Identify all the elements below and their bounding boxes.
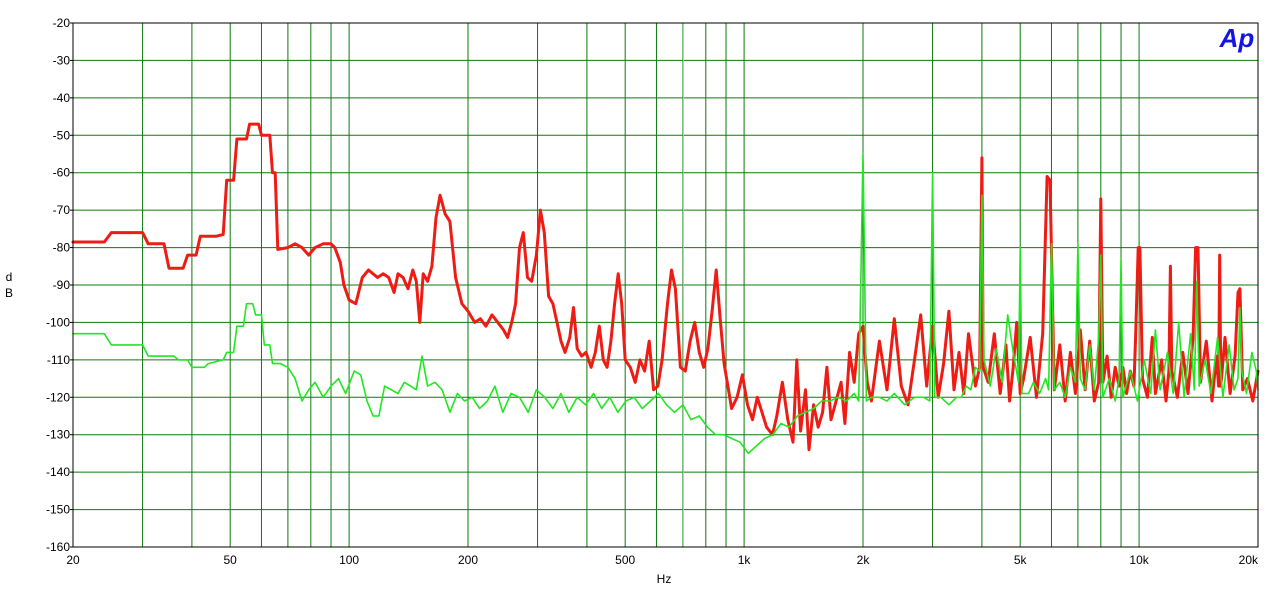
y-tick-label: -50 bbox=[53, 128, 71, 142]
x-tick-label: 20 bbox=[66, 553, 80, 567]
x-tick-label: 5k bbox=[1014, 553, 1028, 567]
series-group bbox=[71, 122, 1260, 455]
series-line-red bbox=[71, 122, 1260, 452]
x-tick-label: 10k bbox=[1129, 553, 1149, 567]
y-tick-label: -70 bbox=[53, 203, 71, 217]
series-line-green bbox=[72, 153, 1259, 455]
x-tick-label: 500 bbox=[615, 553, 635, 567]
x-tick-label: 100 bbox=[339, 553, 359, 567]
y-axis-label-d: d bbox=[6, 270, 13, 284]
y-axis-label-b: B bbox=[5, 286, 13, 300]
y-tick-label: -130 bbox=[46, 428, 70, 442]
x-tick-label: 200 bbox=[458, 553, 478, 567]
y-tick-label: -140 bbox=[46, 465, 70, 479]
x-tick-label: 2k bbox=[857, 553, 871, 567]
x-tick-label: 1k bbox=[738, 553, 752, 567]
grid-lines bbox=[73, 22, 1258, 548]
x-tick-label: 20k bbox=[1239, 553, 1259, 567]
y-tick-label: -160 bbox=[46, 540, 70, 554]
y-tick-label: -20 bbox=[53, 16, 71, 30]
y-tick-label: -40 bbox=[53, 91, 71, 105]
y-tick-label: -100 bbox=[46, 315, 70, 329]
x-tick-label: 50 bbox=[224, 553, 238, 567]
y-tick-label: -150 bbox=[46, 503, 70, 517]
y-tick-label: -110 bbox=[47, 353, 70, 367]
ap-logo: Ap bbox=[1219, 23, 1255, 53]
y-tick-label: -90 bbox=[53, 278, 71, 292]
y-tick-labels: -20 -30 -40 -50 -60 -70 -80 -90 -100 -110 -120 -130… bbox=[46, 16, 73, 554]
y-tick-label: -30 bbox=[53, 53, 71, 67]
y-tick-label: -60 bbox=[53, 166, 71, 180]
y-tick-label: -120 bbox=[46, 390, 70, 404]
y-tick-label: -80 bbox=[53, 241, 71, 255]
x-axis-label: Hz bbox=[657, 572, 672, 586]
x-tick-labels: 20 50 100 200 500 1k 2k 5k 10k 20k bbox=[66, 553, 1259, 567]
